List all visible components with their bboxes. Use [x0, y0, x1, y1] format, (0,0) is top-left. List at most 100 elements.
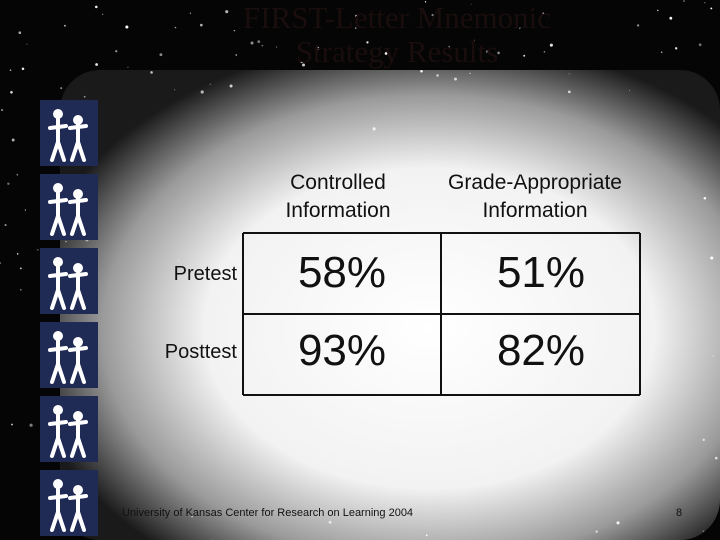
icon: [40, 396, 98, 462]
star: [497, 51, 500, 55]
footer: University of Kansas Center for Research…: [122, 507, 414, 519]
star: [702, 438, 705, 441]
table-cell: 58%: [297, 248, 387, 297]
icon-box: [40, 470, 98, 536]
star: [276, 46, 278, 48]
icon-figure: [48, 117, 68, 162]
icon-figure: [73, 485, 83, 495]
icon-figure: [68, 345, 88, 384]
star: [542, 12, 545, 15]
star: [543, 50, 546, 53]
star: [19, 267, 22, 270]
icon-figure: [73, 263, 83, 273]
icon-figure: [68, 419, 88, 458]
star: [448, 45, 451, 48]
icon: [40, 470, 98, 536]
star: [225, 10, 229, 14]
column-header: Information: [285, 199, 391, 222]
star: [372, 127, 376, 131]
column-header: Controlled: [290, 171, 386, 194]
icon-figure: [48, 339, 68, 384]
icon-figure: [73, 189, 83, 199]
icon-figure: [53, 109, 63, 119]
star: [453, 77, 457, 81]
star: [229, 84, 233, 88]
row-label: Pretest: [173, 263, 237, 285]
star: [445, 53, 447, 55]
table-cell: 51%: [496, 248, 586, 297]
column-header: Grade-Appropriate: [448, 171, 622, 194]
star: [657, 9, 659, 12]
star: [714, 456, 718, 460]
star: [95, 63, 99, 66]
icon-figure: [53, 183, 63, 193]
star: [24, 209, 26, 211]
table-cell: 82%: [496, 326, 586, 375]
icon-figure: [53, 405, 63, 415]
star: [11, 138, 15, 142]
page-number: 8: [676, 507, 683, 519]
icon-figure: [68, 271, 88, 310]
star: [101, 13, 104, 15]
star: [174, 26, 177, 29]
star: [189, 12, 192, 14]
star: [302, 63, 306, 67]
star: [669, 16, 673, 20]
star: [191, 515, 193, 518]
star: [11, 423, 13, 426]
star: [712, 355, 714, 357]
star: [636, 24, 640, 27]
icon: [40, 248, 98, 314]
star: [7, 182, 10, 185]
column-header: Information: [482, 199, 588, 222]
icon-figure: [68, 197, 88, 236]
star: [250, 41, 254, 45]
star: [150, 71, 153, 74]
star: [328, 520, 332, 524]
icon-box: [40, 174, 98, 240]
star: [710, 256, 714, 260]
star: [4, 224, 7, 227]
icon-figure: [73, 115, 83, 125]
star: [616, 521, 620, 525]
star: [233, 29, 236, 32]
star: [595, 530, 598, 533]
star: [523, 54, 526, 57]
star: [37, 249, 39, 251]
star: [354, 27, 357, 29]
star: [470, 3, 472, 5]
icon-figure: [53, 331, 63, 341]
star: [425, 534, 428, 537]
star: [431, 13, 434, 17]
row-label: Posttest: [164, 341, 237, 363]
star: [436, 74, 439, 77]
star: [60, 87, 63, 90]
star: [64, 24, 66, 27]
star: [342, 222, 346, 226]
star: [65, 240, 67, 243]
star: [469, 72, 471, 75]
table-cell: 93%: [297, 326, 387, 375]
star: [261, 44, 264, 47]
star: [20, 289, 22, 291]
star: [661, 51, 663, 53]
star: [200, 23, 203, 27]
title-line: FIRST-Letter Mnemonic: [243, 0, 551, 35]
icon-figure: [73, 411, 83, 421]
icon: [40, 100, 98, 166]
star: [629, 89, 630, 91]
star: [26, 43, 28, 45]
star: [698, 43, 702, 47]
star: [702, 530, 705, 532]
icon-box: [40, 396, 98, 462]
icon-figure: [48, 487, 68, 532]
icon-box: [40, 248, 98, 314]
star: [83, 95, 86, 98]
star: [549, 43, 553, 47]
icon: [40, 322, 98, 388]
icon-figure: [68, 123, 88, 162]
star: [235, 54, 238, 56]
star: [21, 67, 25, 70]
